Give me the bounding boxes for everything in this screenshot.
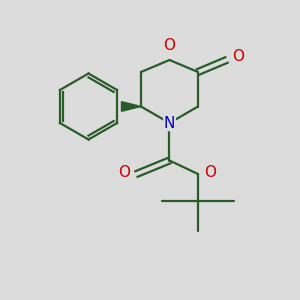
Polygon shape	[122, 102, 141, 111]
Text: N: N	[164, 116, 175, 130]
Text: O: O	[164, 38, 175, 53]
Text: O: O	[232, 50, 244, 64]
Text: O: O	[118, 165, 130, 180]
Text: O: O	[204, 165, 216, 180]
